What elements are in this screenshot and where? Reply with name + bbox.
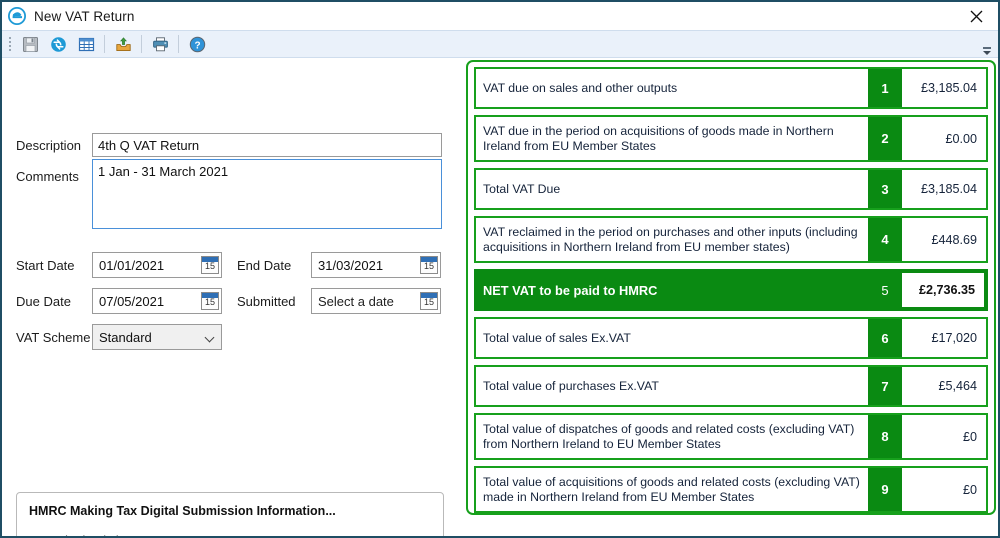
vat-box-row: Total VAT Due 3 £3,185.04	[474, 168, 988, 210]
vat-box-description: Total value of acquisitions of goods and…	[483, 474, 860, 504]
start-date-field[interactable]: 01/01/2021 15	[92, 252, 222, 278]
vat-box-number: 7	[868, 367, 902, 405]
end-date-value: 31/03/2021	[318, 257, 384, 273]
vat-box-number: 8	[868, 415, 902, 458]
mtd-submission-info-box: HMRC Making Tax Digital Submission Infor…	[16, 492, 444, 536]
vat-box-number: 3	[868, 170, 902, 208]
mtd-info-title: HMRC Making Tax Digital Submission Infor…	[29, 504, 336, 518]
title-bar: New VAT Return	[2, 2, 998, 30]
description-input[interactable]	[92, 133, 442, 157]
comments-label: Comments	[16, 169, 79, 184]
vat-box-description: Total VAT Due	[483, 181, 561, 196]
vat-box-row: VAT due on sales and other outputs 1 £3,18…	[474, 67, 988, 109]
vat-box-value[interactable]: £448.69	[902, 218, 986, 261]
chevron-down-icon	[206, 333, 215, 342]
submit-button[interactable]	[109, 31, 137, 57]
calendar-icon[interactable]: 15	[201, 292, 219, 310]
refresh-circle-icon	[50, 36, 66, 52]
submitted-date-field[interactable]: Select a date 15	[311, 288, 441, 314]
toolbar-grip[interactable]	[6, 35, 14, 53]
calendar-icon[interactable]: 15	[420, 256, 438, 274]
print-button[interactable]	[146, 31, 174, 57]
toolbar-separator	[178, 35, 179, 53]
vat-box-description: Total value of dispatches of goods and r…	[483, 421, 855, 451]
calendar-day: 15	[423, 297, 434, 307]
calendar-day: 15	[204, 297, 215, 307]
window-title: New VAT Return	[34, 8, 135, 24]
vat-box-row: VAT reclaimed in the period on purchases…	[474, 216, 988, 263]
vat-box-description: VAT due on sales and other outputs	[483, 80, 678, 95]
vat-box-description: Total value of purchases Ex.VAT	[483, 378, 659, 393]
window-content: Description Comments Start Date 01/01/20…	[2, 58, 998, 536]
vat-box-row: NET VAT to be paid to HMRC 5 £2,736.35	[474, 269, 988, 311]
save-button[interactable]	[16, 31, 44, 57]
toolbar-separator	[141, 35, 142, 53]
comments-textarea[interactable]	[92, 159, 442, 229]
vat-box-value[interactable]: £3,185.04	[902, 69, 986, 107]
vat-box-row: Total value of dispatches of goods and r…	[474, 413, 988, 460]
question-mark-circle-icon: ?	[189, 36, 205, 52]
vat-box-description: Total value of sales Ex.VAT	[483, 330, 631, 345]
vat-box-number: 9	[868, 468, 902, 511]
start-date-value: 01/01/2021	[99, 257, 165, 273]
vat-box-description: NET VAT to be paid to HMRC	[483, 282, 658, 298]
close-icon	[970, 10, 982, 22]
vat-box-description: VAT due in the period on acquisitions of…	[483, 123, 834, 153]
due-date-value: 07/05/2021	[99, 293, 165, 309]
printer-icon	[152, 36, 168, 51]
vat-box-description: VAT reclaimed in the period on purchases…	[483, 224, 858, 254]
vat-box-number: 5	[868, 271, 902, 309]
vat-box-value[interactable]: £2,736.35	[902, 273, 984, 307]
vat-box-row: Total value of acquisitions of goods and…	[474, 466, 988, 513]
vat-box-row: Total value of purchases Ex.VAT 7 £5,464	[474, 365, 988, 407]
vat-box-value[interactable]: £0	[902, 468, 986, 511]
submitted-label: Submitted	[237, 294, 296, 309]
toolbar: ?	[2, 30, 998, 58]
vat-box-value[interactable]: £0.00	[902, 117, 986, 160]
vat-scheme-label: VAT Scheme	[16, 330, 91, 345]
vat-box-row: VAT due in the period on acquisitions of…	[474, 115, 988, 162]
calendar-day: 15	[204, 261, 215, 271]
toolbar-separator	[104, 35, 105, 53]
calendar-icon[interactable]: 15	[420, 292, 438, 310]
vat-box-row: Total value of sales Ex.VAT 6 £17,020	[474, 317, 988, 359]
calendar-icon[interactable]: 15	[201, 256, 219, 274]
help-button[interactable]: ?	[183, 31, 211, 57]
vat-box-value[interactable]: £5,464	[902, 367, 986, 405]
toolbar-overflow-icon[interactable]	[980, 39, 994, 55]
vat-box-number: 2	[868, 117, 902, 160]
calendar-day: 15	[423, 261, 434, 271]
end-date-label: End Date	[237, 258, 292, 273]
refresh-button[interactable]	[44, 31, 72, 57]
vat-scheme-select[interactable]: Standard	[92, 324, 222, 350]
svg-text:?: ?	[194, 40, 200, 51]
description-label: Description	[16, 138, 82, 153]
vat-box-number: 6	[868, 319, 902, 357]
vat-boxes-panel: VAT due on sales and other outputs 1 £3,18…	[466, 60, 996, 515]
floppy-disk-icon	[22, 36, 38, 52]
spreadsheet-button[interactable]	[72, 31, 100, 57]
submitted-date-value: Select a date	[318, 293, 394, 309]
due-date-label: Due Date	[16, 294, 71, 309]
vat-box-value[interactable]: £17,020	[902, 319, 986, 357]
vat-box-value[interactable]: £3,185.04	[902, 170, 986, 208]
upload-tray-icon	[115, 36, 131, 51]
vat-box-number: 1	[868, 69, 902, 107]
close-button[interactable]	[954, 2, 998, 30]
vat-return-form: Description Comments Start Date 01/01/20…	[2, 58, 458, 536]
vat-box-value[interactable]: £0	[902, 415, 986, 458]
e-circle-logo-icon	[8, 7, 26, 25]
vat-box-number: 4	[868, 218, 902, 261]
vat-scheme-value: Standard	[99, 329, 152, 345]
grid-table-icon	[78, 37, 94, 51]
mtd-info-body: Not submitted via MTD...	[29, 534, 431, 536]
due-date-field[interactable]: 07/05/2021 15	[92, 288, 222, 314]
end-date-field[interactable]: 31/03/2021 15	[311, 252, 441, 278]
start-date-label: Start Date	[16, 258, 75, 273]
